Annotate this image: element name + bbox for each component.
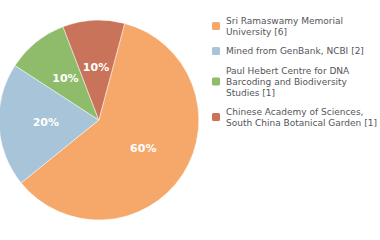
svg-text:20%: 20% (33, 116, 59, 129)
svg-text:Studies [1]: Studies [1] (226, 88, 275, 98)
svg-text:60%: 60% (130, 142, 156, 155)
svg-text:South China Botanical Garden [: South China Botanical Garden [1] (226, 118, 377, 128)
svg-text:Barcoding and Biodiversity: Barcoding and Biodiversity (226, 77, 348, 87)
svg-text:Mined from GenBank, NCBI [2]: Mined from GenBank, NCBI [2] (226, 46, 364, 56)
svg-text:Paul Hebert Centre for DNA: Paul Hebert Centre for DNA (226, 66, 350, 76)
svg-text:University [6]: University [6] (226, 27, 287, 37)
svg-text:10%: 10% (83, 61, 109, 74)
svg-text:10%: 10% (52, 72, 78, 85)
svg-text:Sri Ramaswamy Memorial: Sri Ramaswamy Memorial (226, 16, 343, 26)
svg-text:Chinese Academy of Sciences,: Chinese Academy of Sciences, (226, 107, 363, 117)
